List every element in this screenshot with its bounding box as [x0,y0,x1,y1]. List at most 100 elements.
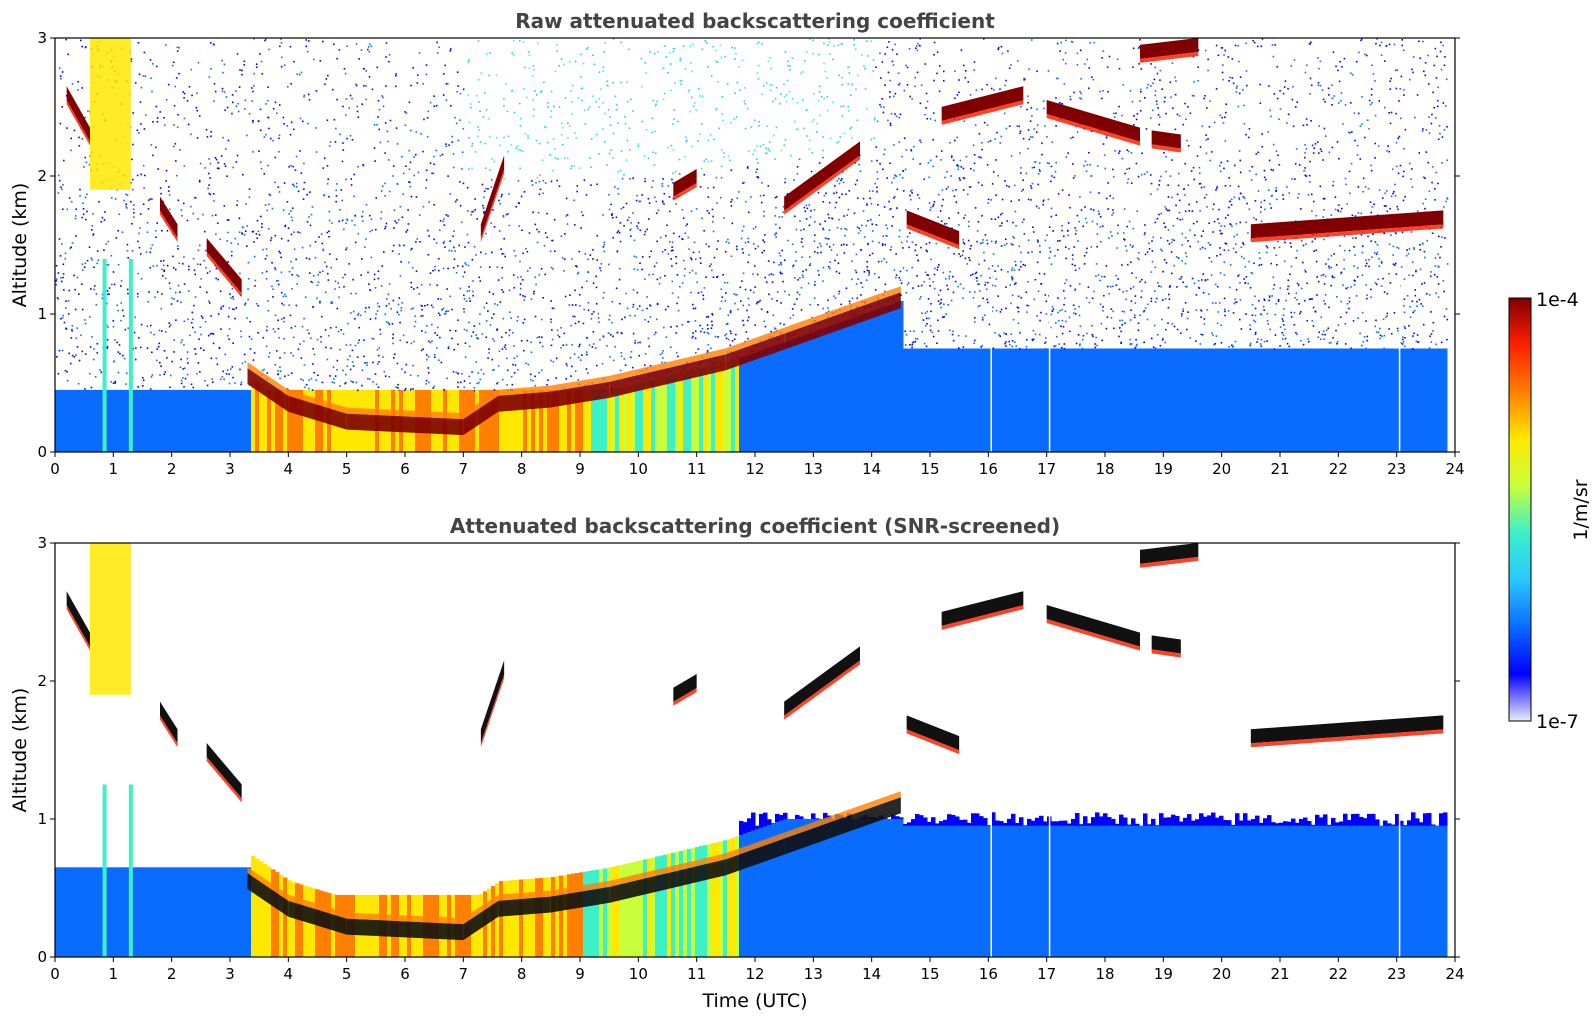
noise-speckle [1095,263,1098,265]
noise-speckle [427,229,429,232]
aerosol-column [1227,348,1232,452]
noise-speckle [416,238,419,240]
noise-speckle [744,127,747,130]
noise-speckle [1025,345,1028,348]
noise-speckle [1170,96,1172,99]
noise-speckle [1167,306,1170,309]
noise-speckle [1056,77,1058,80]
noise-speckle [331,300,333,303]
noise-speckle [61,208,64,211]
noise-speckle [560,122,563,125]
noise-speckle [1178,278,1181,280]
noise-speckle [682,45,685,47]
noise-speckle [384,313,387,316]
noise-speckle [394,74,397,77]
noise-speckle [1079,97,1081,99]
noise-speckle [1233,302,1236,305]
noise-speckle [461,168,463,170]
noise-speckle [1233,196,1236,198]
noise-speckle [798,293,801,296]
noise-speckle [262,248,264,251]
noise-speckle [917,208,919,210]
noise-speckle [282,116,285,119]
noise-speckle [619,222,622,224]
noise-speckle [817,269,819,272]
noise-speckle [112,319,115,322]
noise-speckle [837,44,840,47]
aerosol-column [795,337,800,452]
noise-speckle [120,319,122,322]
noise-speckle [973,169,975,172]
noise-speckle [337,330,340,333]
noise-speckle [1186,317,1189,320]
noise-speckle [1055,97,1057,99]
aerosol-column [1003,348,1008,452]
noise-speckle [1027,304,1030,307]
noise-speckle [253,352,256,354]
noise-speckle [438,46,441,49]
noise-speckle [752,291,755,294]
noise-speckle [197,362,200,364]
noise-speckle [83,266,86,268]
noise-speckle [923,280,925,283]
aerosol-column [1183,348,1188,452]
noise-speckle [1219,170,1222,173]
noise-speckle [725,333,728,335]
noise-speckle [822,136,825,138]
noise-speckle [384,122,387,124]
noise-speckle [62,273,65,275]
noise-speckle [1037,173,1040,175]
noise-speckle [483,190,486,193]
noise-speckle [357,342,360,344]
noise-speckle [1234,164,1236,167]
noise-speckle [1118,67,1121,70]
noise-speckle [990,87,993,90]
noise-speckle [1136,343,1138,346]
noise-speckle [1048,226,1051,229]
noise-speckle [351,97,353,100]
noise-speckle [1037,241,1039,243]
noise-speckle [289,133,292,136]
noise-speckle [518,225,520,227]
noise-speckle [1238,197,1240,199]
noise-speckle [167,190,170,192]
noise-speckle [334,288,336,290]
noise-speckle [878,276,880,279]
noise-speckle [712,230,715,233]
noise-speckle [828,217,830,219]
noise-speckle [93,288,95,291]
aerosol-column [843,320,848,452]
noise-speckle [77,81,79,83]
noise-speckle [1060,325,1062,328]
noise-speckle [212,333,215,335]
noise-speckle [357,166,359,168]
noise-speckle [602,66,605,69]
noise-speckle [838,272,841,275]
noise-speckle [1129,319,1132,321]
noise-speckle [300,71,303,74]
noise-speckle [723,217,725,219]
noise-speckle [502,317,505,320]
noise-speckle [1126,263,1129,266]
noise-speckle [386,298,388,300]
noise-speckle [571,113,573,116]
noise-speckle [244,99,247,102]
noise-speckle [211,214,214,217]
noise-speckle [140,323,143,326]
noise-speckle [724,55,726,58]
noise-speckle [934,267,936,270]
noise-speckle [1141,152,1143,155]
noise-speckle [468,345,471,348]
noise-speckle [862,197,865,200]
noise-speckle [443,313,446,315]
noise-speckle [966,263,969,265]
noise-speckle [498,199,500,202]
noise-speckle [451,337,453,340]
noise-speckle [577,356,580,359]
noise-speckle [906,66,909,69]
noise-speckle [84,319,86,321]
noise-speckle [1182,123,1185,126]
noise-speckle [910,198,912,201]
noise-speckle [972,273,974,276]
noise-speckle [813,234,816,236]
